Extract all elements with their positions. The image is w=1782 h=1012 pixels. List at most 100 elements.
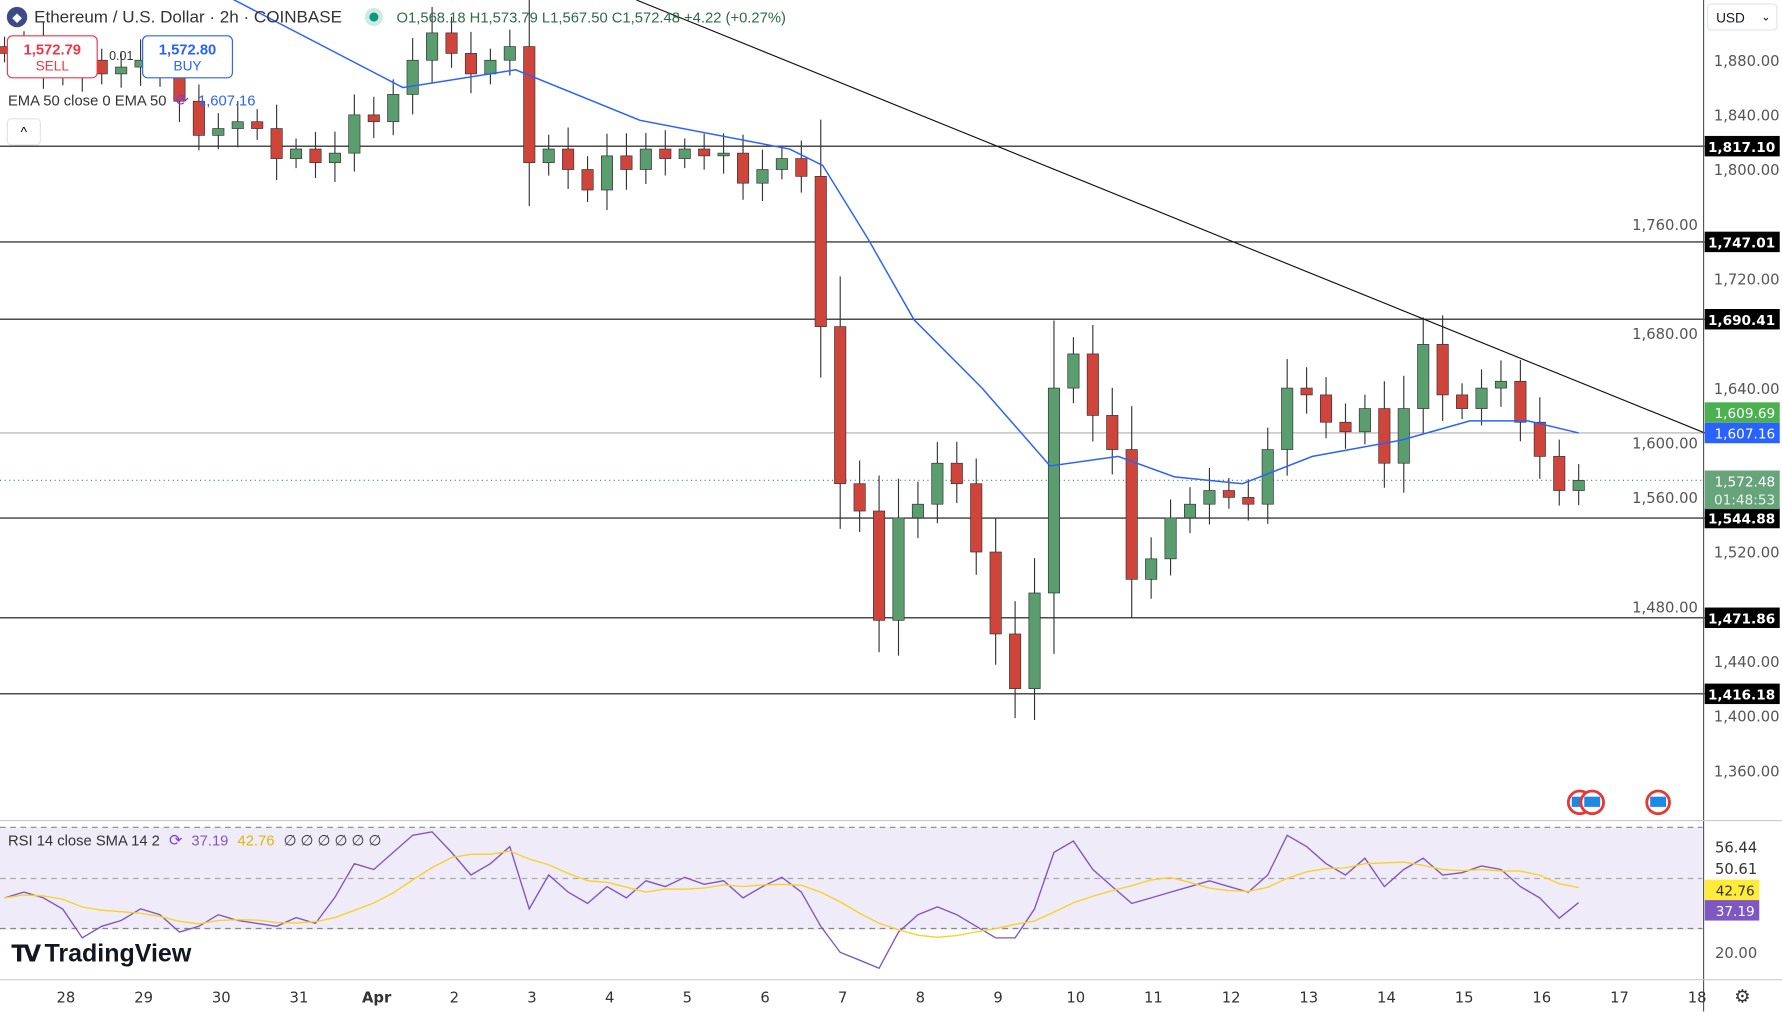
- candle-up: [1475, 387, 1488, 409]
- candle-down: [1533, 421, 1546, 457]
- rsi-tick-label: 50.61: [1715, 861, 1757, 878]
- candle-down: [970, 483, 983, 553]
- candle-down: [464, 53, 477, 75]
- level-price-label: 1,416.18: [1708, 688, 1775, 704]
- candle-up: [406, 59, 419, 95]
- level-price-label: 1,747.01: [1708, 236, 1775, 252]
- candle-up: [1494, 380, 1507, 389]
- currency-select[interactable]: USD ⌄: [1706, 3, 1778, 31]
- candle-up: [290, 148, 303, 159]
- time-tick-label: 6: [760, 989, 769, 1006]
- candle-up: [1028, 592, 1041, 689]
- level-price-tag: [1704, 607, 1780, 629]
- candle-down: [1300, 387, 1313, 396]
- symbol-header[interactable]: ◆ Ethereum / U.S. Dollar · 2h · COINBASE…: [6, 6, 786, 28]
- candle-up: [426, 32, 439, 61]
- rsi-tick-label: 56.44: [1715, 839, 1757, 856]
- candle-down: [853, 483, 866, 512]
- candle-down: [251, 121, 264, 129]
- currency-value: USD: [1716, 10, 1745, 27]
- price-tick-label: 1,760.00: [1632, 217, 1698, 234]
- rsi-legend[interactable]: RSI 14 close SMA 14 2 ⟳ 37.19 42.76 ∅ ∅ …: [8, 831, 381, 850]
- candle-up: [1572, 479, 1585, 491]
- market-status-icon: [369, 12, 379, 22]
- sell-button[interactable]: 1,572.79 SELL: [6, 35, 98, 79]
- buy-label: BUY: [173, 57, 202, 74]
- sync-icon[interactable]: ⟳: [175, 90, 189, 110]
- candle-up: [1047, 387, 1060, 594]
- candle-down: [1456, 394, 1469, 409]
- candle-up: [1145, 558, 1158, 580]
- buy-price: 1,572.80: [158, 40, 217, 58]
- price-tick-label: 1,720.00: [1714, 271, 1780, 288]
- ema-price-label: 1,607.16: [1714, 427, 1775, 443]
- rsi-sma-tag: [1704, 879, 1760, 901]
- candle-up: [639, 148, 652, 170]
- trendline-price-label: 1,609.69: [1714, 406, 1775, 422]
- rsi-sma-tag-label: 42.76: [1716, 884, 1755, 900]
- time-tick-label: 12: [1222, 989, 1241, 1006]
- candle-up: [931, 462, 944, 505]
- rsi-extra-values: ∅ ∅ ∅ ∅ ∅ ∅: [283, 831, 382, 849]
- candle-down: [309, 148, 322, 164]
- candle-down: [1339, 421, 1352, 433]
- candle-down: [192, 100, 205, 136]
- candle-down: [834, 326, 847, 485]
- economic-event-us-flag-icon[interactable]: [1566, 789, 1671, 816]
- time-tick-label: 17: [1610, 989, 1629, 1006]
- candle-down: [270, 128, 283, 159]
- level-price-tag: [1704, 308, 1780, 330]
- candle-up: [1397, 408, 1410, 464]
- candle-down: [1222, 490, 1235, 498]
- candle-down: [523, 46, 536, 164]
- candle-up: [678, 148, 691, 159]
- trendline-price-tag: [1704, 402, 1780, 423]
- price-tick-label: 1,400.00: [1714, 709, 1780, 726]
- tradingview-logo[interactable]: 𝗧𝗩 TradingView: [11, 939, 191, 969]
- brand-name: TradingView: [44, 938, 192, 968]
- ema50-line: [232, 0, 1579, 485]
- time-tick-label: 31: [290, 989, 309, 1006]
- time-tick-label: 15: [1455, 989, 1474, 1006]
- sync-icon[interactable]: ⟳: [168, 830, 183, 849]
- candle-down: [1125, 449, 1138, 580]
- candle-up: [717, 152, 730, 157]
- sell-price: 1,572.79: [23, 40, 82, 58]
- price-tick-label-backing: [1627, 598, 1701, 617]
- time-tick-label: 11: [1144, 989, 1163, 1006]
- time-tick-label: 28: [57, 989, 76, 1006]
- time-tick-label: 13: [1299, 989, 1318, 1006]
- chevron-down-icon: ⌄: [1761, 11, 1771, 24]
- buy-button[interactable]: 1,572.80 BUY: [142, 35, 233, 79]
- candle-down: [367, 114, 380, 123]
- chart-settings-icon[interactable]: ⚙: [1734, 987, 1751, 1007]
- candle-down: [1378, 408, 1391, 464]
- candle-up: [1281, 387, 1294, 450]
- candle-down: [873, 510, 886, 621]
- symbol-title[interactable]: Ethereum / U.S. Dollar · 2h · COINBASE: [34, 7, 342, 27]
- candle-up: [600, 155, 614, 191]
- candle-down: [737, 152, 750, 184]
- candle-down: [620, 155, 633, 170]
- candle-up: [212, 128, 225, 136]
- price-tick-label: 1,480.00: [1632, 599, 1698, 616]
- time-tick-label: 5: [683, 989, 692, 1006]
- level-price-label: 1,690.41: [1708, 313, 1775, 329]
- collapse-legend-button[interactable]: ^: [6, 118, 41, 146]
- price-tick-label: 1,520.00: [1714, 545, 1780, 562]
- time-tick-label: 7: [838, 989, 847, 1006]
- price-tick-label: 1,880.00: [1714, 53, 1780, 70]
- candle-up: [1203, 490, 1216, 505]
- candle-down: [1009, 633, 1022, 689]
- candle-up: [348, 114, 361, 154]
- rsi-label: RSI 14 close SMA 14 2: [7, 831, 160, 849]
- ema-legend[interactable]: EMA 50 close 0 EMA 50 ⟳ 1,607.16: [8, 91, 256, 110]
- candle-up: [892, 517, 905, 621]
- candle-up: [775, 158, 788, 170]
- rsi-sma-value: 42.76: [237, 831, 275, 849]
- candle-down: [1514, 380, 1527, 423]
- candle-down: [989, 551, 1002, 635]
- rsi-sma-line: [4, 850, 1579, 938]
- level-price-label: 1,817.10: [1708, 140, 1775, 156]
